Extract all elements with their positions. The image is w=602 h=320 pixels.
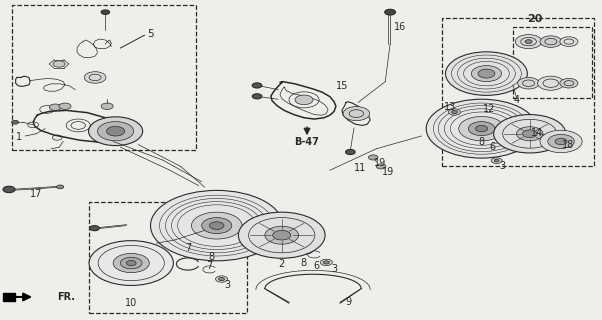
Circle shape bbox=[126, 260, 136, 266]
Bar bbox=[89, 202, 247, 313]
Text: 3: 3 bbox=[331, 264, 337, 275]
Text: FR.: FR. bbox=[57, 292, 75, 302]
Circle shape bbox=[560, 78, 578, 88]
Bar bbox=[442, 18, 594, 166]
Circle shape bbox=[150, 190, 283, 261]
Circle shape bbox=[90, 226, 99, 231]
Circle shape bbox=[84, 72, 106, 83]
Text: 13: 13 bbox=[444, 102, 456, 112]
Text: 17: 17 bbox=[30, 188, 42, 199]
Circle shape bbox=[11, 120, 19, 124]
Text: 19: 19 bbox=[374, 157, 386, 168]
Text: 8: 8 bbox=[209, 252, 215, 262]
Text: 4: 4 bbox=[514, 95, 520, 105]
Circle shape bbox=[107, 126, 125, 136]
Circle shape bbox=[323, 261, 329, 264]
Text: 7: 7 bbox=[185, 243, 191, 253]
Text: 3: 3 bbox=[500, 161, 506, 172]
Text: 8: 8 bbox=[300, 258, 306, 268]
Circle shape bbox=[101, 103, 113, 109]
Circle shape bbox=[238, 212, 325, 258]
Circle shape bbox=[3, 186, 15, 193]
Circle shape bbox=[468, 122, 495, 136]
Circle shape bbox=[346, 149, 355, 155]
Circle shape bbox=[445, 52, 527, 95]
Text: 5: 5 bbox=[147, 29, 154, 39]
Text: 19: 19 bbox=[382, 167, 394, 177]
Circle shape bbox=[101, 10, 110, 14]
Circle shape bbox=[517, 127, 543, 141]
Circle shape bbox=[59, 103, 71, 109]
Circle shape bbox=[343, 107, 370, 121]
Circle shape bbox=[523, 130, 537, 138]
Circle shape bbox=[57, 185, 64, 189]
Circle shape bbox=[49, 104, 61, 110]
Text: 11: 11 bbox=[354, 163, 366, 173]
Circle shape bbox=[265, 226, 299, 244]
Text: 7: 7 bbox=[206, 261, 213, 271]
Text: 12: 12 bbox=[483, 104, 495, 115]
Text: 14: 14 bbox=[531, 128, 543, 138]
Text: 2: 2 bbox=[279, 259, 285, 269]
Text: 18: 18 bbox=[562, 140, 574, 150]
Circle shape bbox=[476, 125, 488, 132]
Text: 8: 8 bbox=[479, 137, 485, 148]
Circle shape bbox=[53, 61, 65, 67]
Circle shape bbox=[540, 130, 582, 153]
Text: B-47: B-47 bbox=[294, 137, 320, 148]
Circle shape bbox=[252, 94, 262, 99]
Circle shape bbox=[538, 76, 564, 90]
Circle shape bbox=[320, 259, 332, 266]
Circle shape bbox=[368, 155, 378, 160]
Text: 20: 20 bbox=[527, 13, 542, 24]
Circle shape bbox=[120, 257, 142, 269]
Text: 6: 6 bbox=[489, 142, 495, 152]
Circle shape bbox=[202, 218, 232, 234]
Circle shape bbox=[426, 99, 537, 158]
Circle shape bbox=[525, 40, 532, 44]
Text: 1: 1 bbox=[16, 132, 22, 142]
Circle shape bbox=[548, 134, 574, 148]
Circle shape bbox=[252, 83, 262, 88]
Text: 3: 3 bbox=[225, 280, 231, 291]
Circle shape bbox=[376, 164, 386, 169]
Circle shape bbox=[518, 77, 539, 89]
Circle shape bbox=[448, 109, 461, 115]
Circle shape bbox=[273, 230, 291, 240]
Circle shape bbox=[219, 277, 225, 281]
Bar bbox=[3, 293, 15, 301]
Circle shape bbox=[113, 253, 149, 273]
Bar bbox=[513, 27, 592, 98]
Text: 9: 9 bbox=[345, 297, 351, 308]
Text: 10: 10 bbox=[125, 298, 137, 308]
Circle shape bbox=[459, 116, 504, 141]
Circle shape bbox=[191, 212, 242, 239]
Circle shape bbox=[494, 159, 499, 162]
Circle shape bbox=[471, 66, 501, 82]
Circle shape bbox=[560, 37, 578, 46]
Circle shape bbox=[491, 158, 502, 164]
Circle shape bbox=[540, 36, 562, 47]
Text: 16: 16 bbox=[394, 22, 406, 32]
Circle shape bbox=[88, 117, 143, 146]
Circle shape bbox=[515, 35, 542, 49]
Text: 15: 15 bbox=[336, 81, 348, 92]
Circle shape bbox=[209, 222, 224, 229]
Circle shape bbox=[478, 69, 495, 78]
Circle shape bbox=[555, 138, 567, 145]
Circle shape bbox=[452, 110, 458, 114]
Text: 6: 6 bbox=[313, 261, 319, 271]
Circle shape bbox=[295, 95, 313, 105]
Circle shape bbox=[216, 276, 228, 282]
Circle shape bbox=[385, 9, 396, 15]
Circle shape bbox=[89, 241, 173, 285]
Bar bbox=[12, 5, 196, 150]
Circle shape bbox=[98, 122, 134, 141]
Circle shape bbox=[494, 115, 566, 153]
